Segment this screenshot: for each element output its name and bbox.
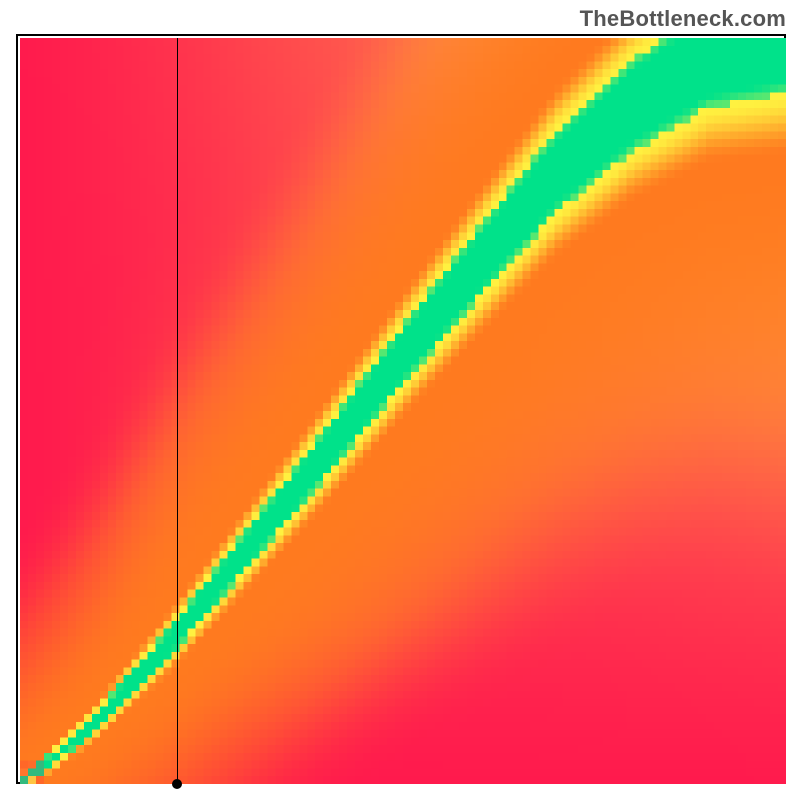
bottleneck-heatmap — [20, 38, 786, 784]
plot-frame — [16, 34, 786, 784]
watermark-text: TheBottleneck.com — [580, 6, 786, 32]
